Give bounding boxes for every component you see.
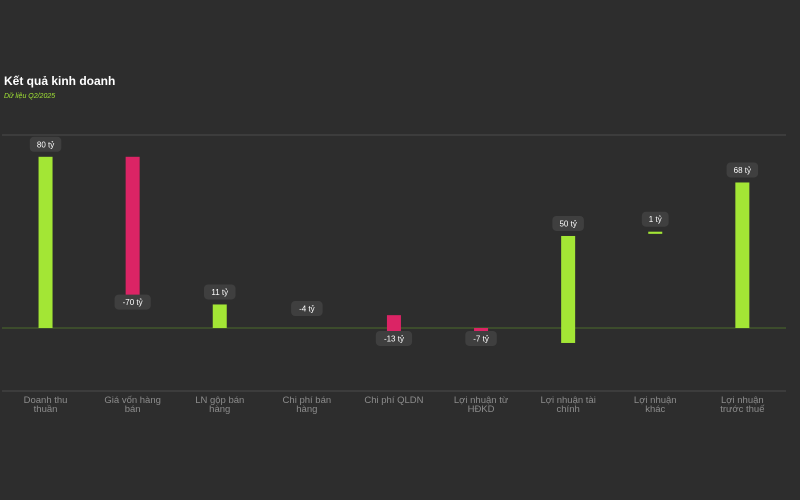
value-label-bg — [465, 330, 497, 346]
bar — [38, 156, 53, 328]
category-label-line: Giá vốn hàng — [104, 395, 161, 406]
value-label-text: -13 tỷ — [384, 334, 404, 343]
value-label: -4 tỷ — [291, 301, 323, 317]
bar — [735, 182, 750, 328]
category-label-line: chính — [557, 404, 580, 415]
value-label: -7 tỷ — [465, 330, 497, 346]
category-label-line: Lợi nhuận từ — [454, 395, 509, 406]
category-label-line: hàng — [296, 404, 317, 415]
category-label: Lợi nhuận khác — [634, 395, 677, 415]
bar — [125, 156, 140, 307]
value-label-bg — [726, 162, 759, 178]
category-label: LN gộp bán hàng — [195, 395, 244, 415]
value-label: -70 tỷ — [114, 294, 151, 310]
bar — [212, 304, 227, 328]
value-label-text: -70 tỷ — [123, 298, 143, 307]
category-label-line: Doanh thu — [24, 395, 68, 406]
chart-title: Kết quả kinh doanh — [4, 74, 116, 88]
value-labels: 80 tỷ -70 tỷ 11 tỷ -4 tỷ -13 tỷ -7 tỷ 50 tỷ 1 t… — [29, 136, 759, 346]
bar — [648, 231, 663, 234]
grid-lines — [2, 134, 786, 392]
category-label-line: Chi phí QLDN — [364, 395, 423, 406]
value-label-bg — [204, 284, 236, 300]
category-label: Doanh thu thuần — [24, 395, 68, 415]
value-label: 11 tỷ — [204, 284, 236, 300]
bars — [38, 156, 750, 343]
category-label: Lợi nhuận tài chính — [540, 395, 595, 415]
category-label-line: bán — [125, 404, 141, 415]
value-label-bg — [114, 294, 151, 310]
value-label-text: 80 tỷ — [37, 140, 54, 149]
value-label-bg — [291, 301, 323, 317]
value-label: 1 tỷ — [641, 211, 669, 227]
bar — [561, 235, 576, 343]
category-label: Chi phí QLDN — [364, 395, 423, 406]
value-label-text: 11 tỷ — [211, 288, 228, 297]
value-label-text: 50 tỷ — [559, 219, 576, 228]
category-label: Lợi nhuận từ HĐKD — [454, 395, 509, 415]
category-label-line: Lợi nhuận — [721, 395, 764, 406]
value-label-text: 68 tỷ — [734, 166, 751, 175]
category-label-line: Chi phí bán — [283, 395, 332, 406]
category-label-line: khác — [645, 404, 665, 415]
category-label-line: Lợi nhuận tài — [540, 395, 595, 406]
category-label-line: HĐKD — [468, 404, 495, 415]
value-label: 50 tỷ — [552, 215, 584, 231]
value-label: -13 tỷ — [375, 330, 413, 346]
chart-subtitle: Dữ liệu Q2/2025 — [4, 93, 56, 100]
category-label-line: Lợi nhuận — [634, 395, 677, 406]
value-label: 68 tỷ — [726, 162, 759, 178]
value-label-bg — [29, 136, 62, 152]
value-label: 80 tỷ — [29, 136, 62, 152]
value-label-bg — [552, 215, 584, 231]
category-label: Lợi nhuận trước thuế — [720, 395, 765, 415]
category-label: Giá vốn hàng bán — [104, 395, 161, 415]
category-label-line: LN gộp bán — [195, 395, 244, 406]
value-label-text: -4 tỷ — [299, 305, 315, 314]
category-label: Chi phí bán hàng — [283, 395, 332, 415]
value-label-text: -7 tỷ — [473, 334, 489, 343]
category-label-line: thuần — [34, 404, 58, 415]
value-label-bg — [641, 211, 669, 227]
category-label-line: hàng — [209, 404, 230, 415]
value-label-text: 1 tỷ — [649, 215, 662, 224]
value-label-bg — [375, 330, 413, 346]
category-label-line: trước thuế — [720, 404, 765, 415]
